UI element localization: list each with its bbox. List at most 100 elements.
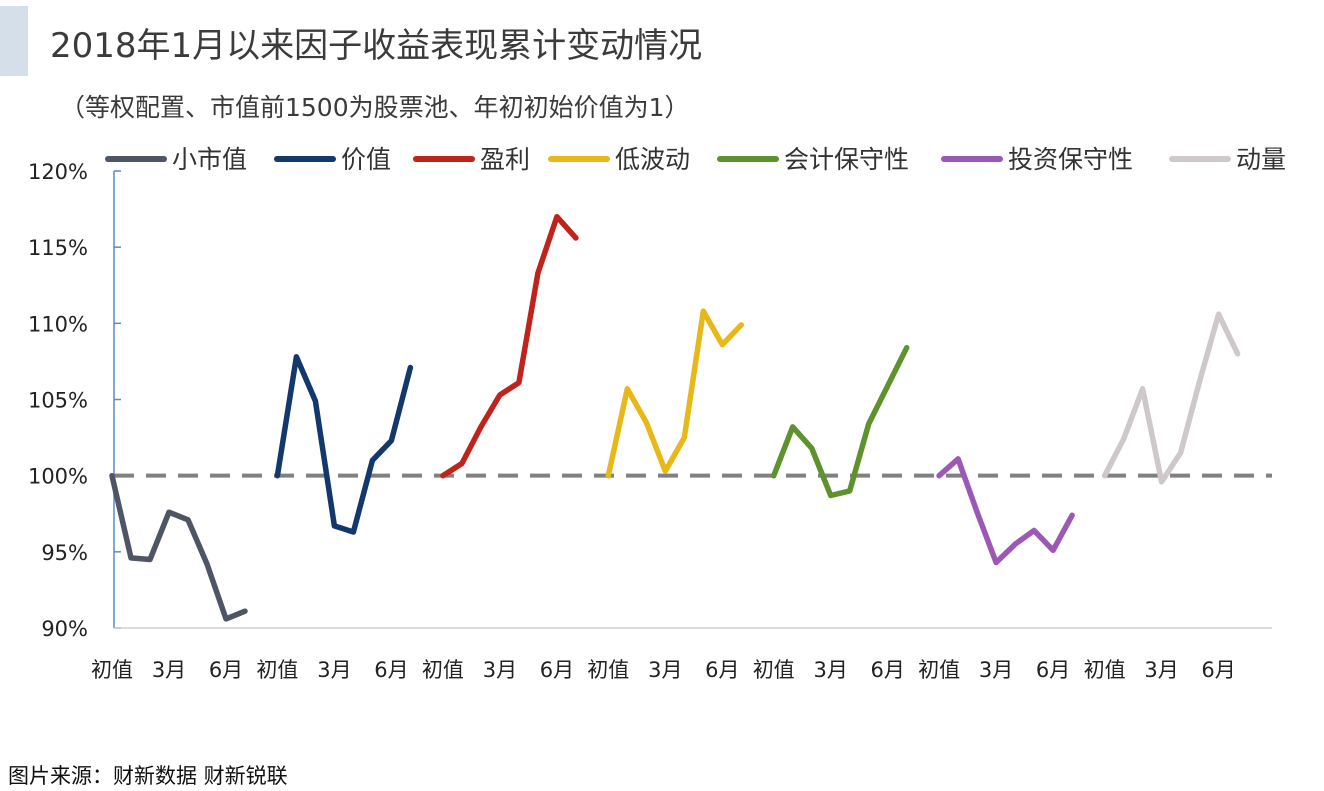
data-point xyxy=(130,557,132,559)
data-point xyxy=(957,458,959,460)
data-point xyxy=(276,475,278,477)
chart-subtitle: （等权配置、市值前1500为股票池、年初初始价值为1） xyxy=(60,93,690,122)
data-point xyxy=(607,475,609,477)
data-point xyxy=(168,511,170,513)
data-point xyxy=(1123,438,1125,440)
x-tick-label: 6月 xyxy=(209,658,243,682)
y-tick-label: 95% xyxy=(41,541,88,565)
data-point xyxy=(1199,380,1201,382)
x-tick-label: 初值 xyxy=(753,658,795,682)
y-axis: 90% 95% 100% 105% 110% 115% 120% xyxy=(28,160,121,641)
data-point xyxy=(461,463,463,464)
data-point xyxy=(645,421,647,423)
data-point xyxy=(849,490,851,492)
series-line-4 xyxy=(605,308,745,479)
x-tick-label: 3月 xyxy=(1144,658,1178,682)
x-tick-label: 初值 xyxy=(91,658,133,682)
data-point xyxy=(390,440,392,442)
legend-label: 价值 xyxy=(341,145,391,174)
data-point xyxy=(556,216,558,218)
data-point xyxy=(721,344,723,346)
x-tick-label: 6月 xyxy=(540,658,574,682)
x-tick-label: 3月 xyxy=(814,658,848,682)
data-point xyxy=(244,610,246,612)
data-point xyxy=(683,437,685,439)
data-point xyxy=(1161,481,1163,483)
data-point xyxy=(995,562,997,563)
x-tick-label: 初值 xyxy=(1084,658,1126,682)
x-tick-label: 3月 xyxy=(648,658,682,682)
x-tick-label: 初值 xyxy=(587,658,629,682)
series-line-3 xyxy=(440,213,579,479)
data-point xyxy=(1180,452,1182,454)
x-tick-label: 初值 xyxy=(256,658,298,682)
data-point xyxy=(1237,353,1239,355)
data-point xyxy=(976,511,978,513)
x-axis: 初值 3月 6月 初值 3月 6月 初值 3月 6月 初值 3月 6月 初值 3月 6月 初值 3月 6月 初值 3月… xyxy=(91,627,1272,682)
data-point xyxy=(811,447,813,449)
data-point xyxy=(295,356,297,358)
data-point xyxy=(1052,549,1054,551)
x-tick-label: 6月 xyxy=(705,658,739,682)
series-line-1 xyxy=(109,472,248,622)
data-point xyxy=(1142,388,1144,390)
y-tick-label: 115% xyxy=(28,236,88,260)
data-point xyxy=(740,324,742,326)
data-point xyxy=(111,475,113,477)
x-tick-label: 6月 xyxy=(1201,658,1235,682)
data-point xyxy=(1033,530,1035,531)
data-point xyxy=(868,423,870,425)
x-tick-label: 3月 xyxy=(317,658,351,682)
x-tick-label: 初值 xyxy=(422,658,464,682)
data-point xyxy=(149,559,151,560)
data-point xyxy=(187,519,189,521)
data-point xyxy=(702,310,704,312)
data-point xyxy=(333,525,335,527)
data-point xyxy=(225,618,227,620)
x-tick-label: 6月 xyxy=(1036,658,1070,682)
y-tick-label: 110% xyxy=(28,312,88,336)
x-tick-label: 3月 xyxy=(483,658,517,682)
data-point xyxy=(575,237,577,239)
data-point xyxy=(1104,475,1106,477)
x-tick-label: 6月 xyxy=(871,658,905,682)
series-line-7 xyxy=(1101,311,1241,485)
data-point xyxy=(887,385,889,387)
legend-label: 动量 xyxy=(1236,145,1286,174)
legend-label: 小市值 xyxy=(172,145,247,174)
data-point xyxy=(480,426,482,428)
data-point xyxy=(906,347,908,349)
chart-title: 2018年1月以来因子收益表现累计变动情况 xyxy=(50,26,703,66)
data-point xyxy=(1218,313,1220,315)
y-tick-label: 90% xyxy=(41,617,88,641)
data-point xyxy=(206,563,208,565)
source-note: 图片来源：财新数据 财新锐联 xyxy=(8,764,288,788)
x-tick-label: 3月 xyxy=(979,658,1013,682)
data-point xyxy=(537,272,539,274)
data-point xyxy=(518,382,520,384)
y-tick-label: 105% xyxy=(28,389,88,413)
legend-label: 盈利 xyxy=(480,145,530,174)
data-point xyxy=(409,367,411,368)
series-group xyxy=(109,213,1241,622)
data-point xyxy=(626,388,628,390)
title-accent-bar xyxy=(0,6,28,76)
legend-label: 投资保守性 xyxy=(1008,145,1133,174)
legend: 小市值 价值 盈利 低波动 会计保守性 投资保守性 动量 xyxy=(105,145,1286,174)
data-point xyxy=(938,475,940,477)
data-point xyxy=(352,531,354,533)
data-point xyxy=(664,470,666,472)
data-point xyxy=(792,426,794,428)
data-point xyxy=(371,459,373,461)
series-line-6 xyxy=(936,456,1075,566)
series-line-2 xyxy=(274,354,414,535)
data-point xyxy=(1014,543,1016,545)
data-point xyxy=(1071,514,1073,516)
data-point xyxy=(830,495,832,496)
legend-label: 低波动 xyxy=(615,145,690,174)
y-tick-label: 120% xyxy=(28,160,88,184)
data-point xyxy=(314,400,316,402)
legend-label: 会计保守性 xyxy=(784,145,909,174)
y-tick-label: 100% xyxy=(28,465,88,489)
